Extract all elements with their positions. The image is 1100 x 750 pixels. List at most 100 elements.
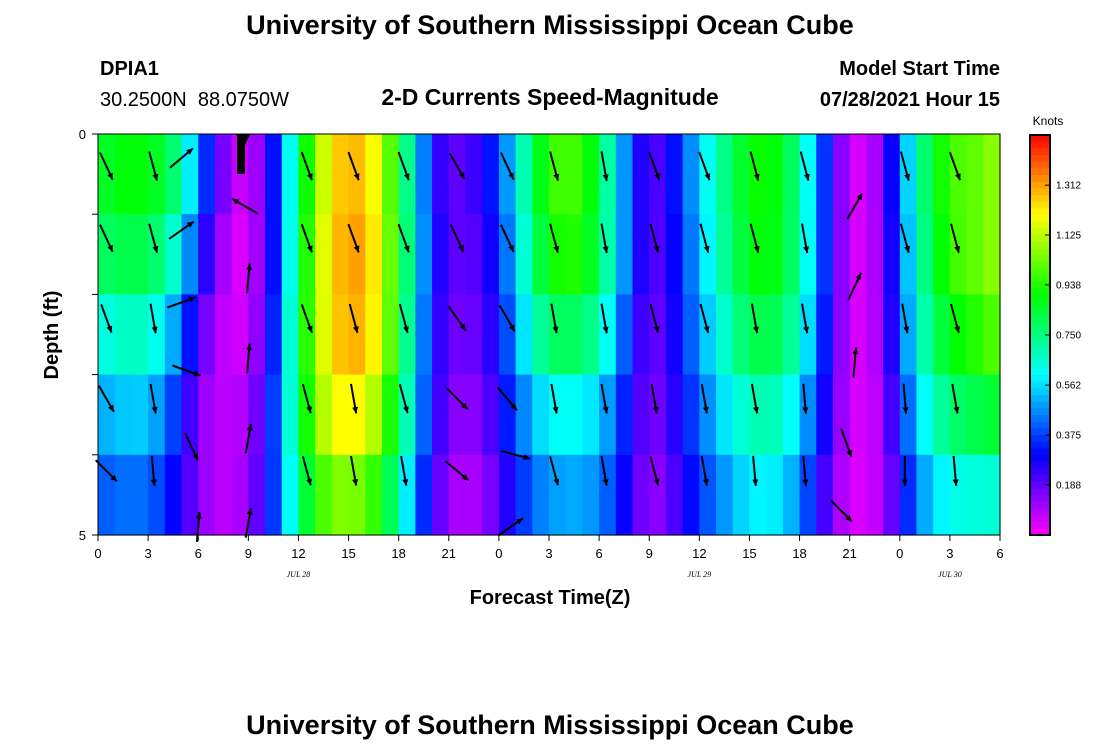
heatmap-cell (298, 374, 316, 456)
colorbar-band (1030, 215, 1050, 223)
current-vector-arrow (840, 428, 853, 458)
heatmap-cell (983, 454, 1001, 536)
x-tick-label: 21 (842, 546, 856, 561)
colorbar-band (1030, 315, 1050, 323)
current-vector-arrow (350, 383, 359, 414)
current-vector-arrow (549, 456, 560, 486)
heatmap-cell (782, 294, 801, 376)
heatmap-cell (699, 454, 717, 536)
current-vector-arrow (902, 383, 909, 414)
heatmap-cell (949, 454, 968, 536)
heatmap-cell (983, 134, 1001, 215)
heatmap-cell (131, 374, 149, 456)
heatmap-cell (482, 374, 500, 456)
heatmap-cell (415, 374, 433, 456)
model-start-label: Model Start Time (839, 58, 1000, 80)
heatmap-cell (248, 374, 266, 456)
heatmap-cell (348, 454, 366, 536)
heatmap-cell (298, 134, 316, 215)
current-vector-arrow (901, 455, 908, 486)
heatmap-cell (331, 294, 350, 376)
current-vector-arrow (148, 151, 159, 181)
heatmap-cell (365, 294, 383, 376)
heatmap-cell (916, 454, 934, 536)
heatmap-cell (732, 134, 751, 215)
heatmap-cell (966, 214, 984, 295)
heatmap-cell (883, 374, 901, 456)
heatmap-cell (381, 134, 400, 215)
current-vector-arrow (167, 296, 196, 309)
heatmap-cell (482, 134, 500, 215)
heatmap-cell (348, 214, 366, 295)
current-vector-arrow (244, 423, 253, 454)
colorbar-band (1030, 455, 1050, 463)
heatmap-cell (582, 294, 600, 376)
heatmap-cell (849, 454, 867, 536)
heatmap-cell (114, 454, 132, 536)
colorbar-band (1030, 261, 1050, 269)
current-vector-arrow (347, 223, 360, 253)
current-vector-arrow (649, 303, 660, 334)
heatmap-cell (265, 374, 283, 456)
current-vector-arrow (700, 455, 709, 486)
heatmap-cell (582, 454, 600, 536)
y-tick-label: 0 (79, 127, 86, 142)
heatmap-cell (732, 214, 751, 295)
heatmap-cell (916, 134, 934, 215)
x-tick-label: 15 (742, 546, 756, 561)
heatmap-cell (716, 134, 734, 215)
current-vector-arrow (149, 303, 158, 334)
x-tick-label: 0 (94, 546, 101, 561)
heatmap-cell (665, 134, 684, 215)
current-vector-arrow (99, 152, 114, 181)
heatmap-cell (549, 454, 567, 536)
heatmap-cell (131, 454, 149, 536)
colorbar-tick-label: 0.375 (1056, 431, 1081, 442)
current-vector-arrow (398, 383, 409, 414)
heatmap-cell (515, 294, 533, 376)
current-vector-arrow (649, 456, 660, 486)
colorbar-band (1030, 428, 1050, 436)
heatmap-cell (415, 454, 433, 536)
heatmap-cell (632, 454, 650, 536)
current-vector-arrow (600, 383, 609, 414)
current-vector-arrow (846, 192, 864, 220)
current-vector-arrow (799, 151, 810, 181)
heatmap-cell (248, 214, 266, 295)
current-vector-arrow (195, 511, 202, 542)
heatmap-cell (866, 134, 884, 215)
current-vector-arrow (348, 303, 359, 334)
heatmap-cell (214, 214, 233, 295)
heatmap-cell (281, 374, 300, 456)
colorbar-band (1030, 241, 1050, 249)
heatmap-cell (665, 294, 684, 376)
current-vector-arrow (100, 304, 113, 333)
current-vector-arrow (347, 151, 360, 181)
heatmap-cell (916, 294, 934, 376)
current-vector-arrow (398, 303, 409, 334)
heatmap-cell (933, 134, 951, 215)
heatmap-cell (498, 294, 517, 376)
heatmap-cell (398, 214, 416, 295)
colorbar-band (1030, 441, 1050, 449)
heatmap-cell (181, 214, 199, 295)
current-vector-arrow (397, 223, 410, 253)
heatmap-cell (916, 214, 934, 295)
heatmap-cell (198, 214, 216, 295)
x-tick-label: 15 (341, 546, 355, 561)
heatmap-cell (632, 294, 650, 376)
heatmap (98, 134, 1001, 536)
colorbar-band (1030, 461, 1050, 469)
colorbar-band (1030, 335, 1050, 343)
heatmap-cell (665, 374, 684, 456)
heatmap-cell (248, 294, 266, 376)
heatmap-cell (98, 134, 116, 215)
colorbar-band (1030, 448, 1050, 456)
colorbar-tick-label: 0.562 (1056, 381, 1081, 392)
current-vector-arrow (301, 456, 312, 486)
heatmap-cell (632, 134, 650, 215)
colorbar-band (1030, 295, 1050, 303)
heatmap-cell (565, 214, 583, 295)
heatmap-cell (582, 134, 600, 215)
y-axis-label: Depth (ft) (41, 291, 63, 380)
